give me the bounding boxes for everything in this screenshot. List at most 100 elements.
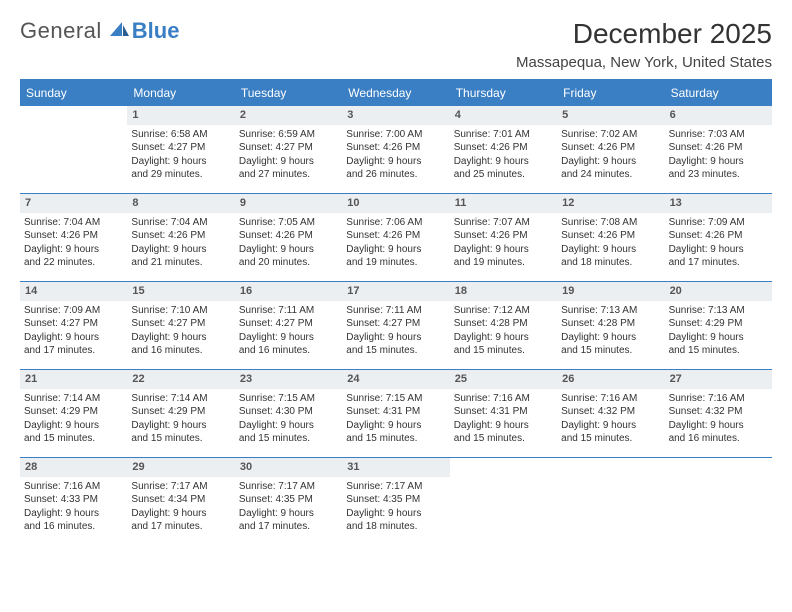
sunset-line: Sunset: 4:26 PM [669,141,768,155]
sunrise-line: Sunrise: 7:14 AM [24,392,123,406]
sunrise-line: Sunrise: 7:05 AM [239,216,338,230]
daylight-line: Daylight: 9 hours [239,243,338,257]
sunset-line: Sunset: 4:26 PM [561,141,660,155]
sunset-line: Sunset: 4:31 PM [346,405,445,419]
daylight-line: Daylight: 9 hours [454,155,553,169]
daylight-line: Daylight: 9 hours [669,419,768,433]
weekday-header: Monday [127,81,234,105]
sunrise-line: Sunrise: 7:08 AM [561,216,660,230]
sunrise-line: Sunrise: 7:17 AM [239,480,338,494]
daylight-line: Daylight: 9 hours [131,243,230,257]
calendar-cell: 7Sunrise: 7:04 AMSunset: 4:26 PMDaylight… [20,193,127,281]
sunrise-line: Sunrise: 7:13 AM [561,304,660,318]
daylight-line: and 22 minutes. [24,256,123,270]
calendar-cell: 12Sunrise: 7:08 AMSunset: 4:26 PMDayligh… [557,193,664,281]
sunrise-line: Sunrise: 7:11 AM [239,304,338,318]
daylight-line: Daylight: 9 hours [454,419,553,433]
calendar-cell [665,457,772,545]
daylight-line: Daylight: 9 hours [669,155,768,169]
sunset-line: Sunset: 4:27 PM [24,317,123,331]
daylight-line: and 25 minutes. [454,168,553,182]
daylight-line: and 15 minutes. [346,432,445,446]
daylight-line: and 15 minutes. [131,432,230,446]
daylight-line: and 16 minutes. [131,344,230,358]
daylight-line: and 15 minutes. [454,432,553,446]
daylight-line: and 16 minutes. [24,520,123,534]
day-number: 16 [235,282,342,301]
daylight-line: Daylight: 9 hours [669,331,768,345]
sunrise-line: Sunrise: 7:03 AM [669,128,768,142]
calendar-cell: 8Sunrise: 7:04 AMSunset: 4:26 PMDaylight… [127,193,234,281]
sunrise-line: Sunrise: 7:16 AM [669,392,768,406]
location-subtitle: Massapequa, New York, United States [516,54,772,71]
sunset-line: Sunset: 4:35 PM [346,493,445,507]
sunset-line: Sunset: 4:31 PM [454,405,553,419]
day-number: 30 [235,458,342,477]
sunset-line: Sunset: 4:28 PM [561,317,660,331]
sunset-line: Sunset: 4:26 PM [454,141,553,155]
sunset-line: Sunset: 4:27 PM [131,317,230,331]
daylight-line: and 15 minutes. [561,344,660,358]
sunrise-line: Sunrise: 7:17 AM [346,480,445,494]
calendar-cell: 10Sunrise: 7:06 AMSunset: 4:26 PMDayligh… [342,193,449,281]
sunrise-line: Sunrise: 7:14 AM [131,392,230,406]
sunrise-line: Sunrise: 7:09 AM [669,216,768,230]
calendar-cell: 5Sunrise: 7:02 AMSunset: 4:26 PMDaylight… [557,105,664,193]
day-number: 29 [127,458,234,477]
calendar-grid: SundayMondayTuesdayWednesdayThursdayFrid… [20,79,772,545]
daylight-line: and 17 minutes. [669,256,768,270]
calendar-cell: 9Sunrise: 7:05 AMSunset: 4:26 PMDaylight… [235,193,342,281]
day-number: 15 [127,282,234,301]
sunrise-line: Sunrise: 6:58 AM [131,128,230,142]
calendar-cell: 23Sunrise: 7:15 AMSunset: 4:30 PMDayligh… [235,369,342,457]
day-number: 6 [665,106,772,125]
daylight-line: and 24 minutes. [561,168,660,182]
sunset-line: Sunset: 4:27 PM [239,141,338,155]
day-number: 5 [557,106,664,125]
calendar-cell: 28Sunrise: 7:16 AMSunset: 4:33 PMDayligh… [20,457,127,545]
sunrise-line: Sunrise: 7:17 AM [131,480,230,494]
daylight-line: and 17 minutes. [24,344,123,358]
title-block: December 2025 Massapequa, New York, Unit… [516,18,772,71]
daylight-line: and 15 minutes. [239,432,338,446]
weekday-header: Saturday [665,81,772,105]
sunset-line: Sunset: 4:26 PM [346,141,445,155]
weekday-header: Tuesday [235,81,342,105]
day-number: 24 [342,370,449,389]
daylight-line: Daylight: 9 hours [131,507,230,521]
daylight-line: Daylight: 9 hours [131,419,230,433]
sunset-line: Sunset: 4:26 PM [24,229,123,243]
day-number: 21 [20,370,127,389]
day-number: 23 [235,370,342,389]
day-number: 2 [235,106,342,125]
sunrise-line: Sunrise: 7:16 AM [24,480,123,494]
calendar-cell: 22Sunrise: 7:14 AMSunset: 4:29 PMDayligh… [127,369,234,457]
day-number: 22 [127,370,234,389]
day-number: 10 [342,194,449,213]
sunset-line: Sunset: 4:26 PM [669,229,768,243]
daylight-line: Daylight: 9 hours [131,331,230,345]
day-number: 25 [450,370,557,389]
day-number: 31 [342,458,449,477]
sunset-line: Sunset: 4:35 PM [239,493,338,507]
calendar-cell: 4Sunrise: 7:01 AMSunset: 4:26 PMDaylight… [450,105,557,193]
day-number: 8 [127,194,234,213]
sunrise-line: Sunrise: 7:04 AM [24,216,123,230]
calendar-cell: 11Sunrise: 7:07 AMSunset: 4:26 PMDayligh… [450,193,557,281]
daylight-line: and 17 minutes. [131,520,230,534]
calendar-cell: 6 Sunrise: 7:03 AMSunset: 4:26 PMDaylight… [665,105,772,193]
calendar-cell: 20Sunrise: 7:13 AMSunset: 4:29 PMDayligh… [665,281,772,369]
sunrise-line: Sunrise: 7:11 AM [346,304,445,318]
daylight-line: Daylight: 9 hours [131,155,230,169]
daylight-line: and 15 minutes. [454,344,553,358]
daylight-line: Daylight: 9 hours [24,507,123,521]
calendar-cell [20,105,127,193]
daylight-line: Daylight: 9 hours [346,331,445,345]
sunrise-line: Sunrise: 7:15 AM [239,392,338,406]
month-title: December 2025 [516,18,772,50]
day-number: 17 [342,282,449,301]
daylight-line: and 15 minutes. [669,344,768,358]
day-number: 9 [235,194,342,213]
daylight-line: and 21 minutes. [131,256,230,270]
sunset-line: Sunset: 4:34 PM [131,493,230,507]
